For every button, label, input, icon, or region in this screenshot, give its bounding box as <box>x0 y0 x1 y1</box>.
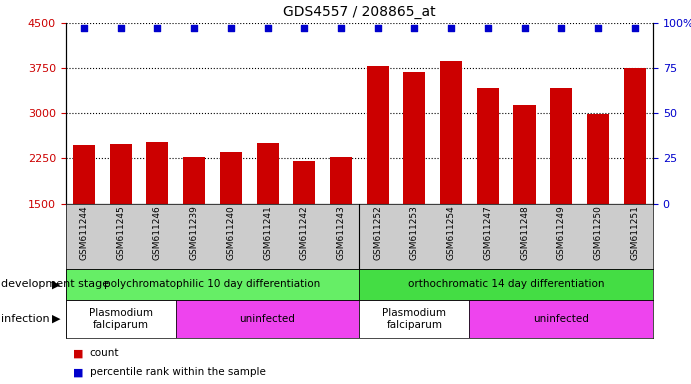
Text: GSM611243: GSM611243 <box>337 205 346 260</box>
Text: percentile rank within the sample: percentile rank within the sample <box>90 367 266 377</box>
Text: GSM611245: GSM611245 <box>116 205 125 260</box>
Bar <box>176 300 359 338</box>
Text: GSM611239: GSM611239 <box>189 205 198 260</box>
Text: uninfected: uninfected <box>240 314 296 324</box>
Bar <box>330 157 352 204</box>
Text: GSM611241: GSM611241 <box>263 205 272 260</box>
Bar <box>359 269 653 300</box>
Text: ■: ■ <box>73 348 83 358</box>
Bar <box>146 142 169 204</box>
Text: polychromatophilic 10 day differentiation: polychromatophilic 10 day differentiatio… <box>104 279 321 289</box>
Point <box>482 25 493 31</box>
Text: Plasmodium
falciparum: Plasmodium falciparum <box>88 308 153 329</box>
Bar <box>220 152 242 204</box>
Title: GDS4557 / 208865_at: GDS4557 / 208865_at <box>283 5 435 19</box>
Point <box>519 25 530 31</box>
Text: GSM611244: GSM611244 <box>79 205 88 260</box>
Text: Plasmodium
falciparum: Plasmodium falciparum <box>382 308 446 329</box>
Point <box>79 25 90 31</box>
Point <box>152 25 163 31</box>
Bar <box>440 61 462 204</box>
Text: GSM611247: GSM611247 <box>483 205 492 260</box>
Bar <box>623 68 645 204</box>
Bar <box>513 106 536 204</box>
Bar <box>73 144 95 204</box>
Text: count: count <box>90 348 120 358</box>
Bar <box>367 66 388 204</box>
Text: ▶: ▶ <box>53 314 61 324</box>
Point <box>225 25 236 31</box>
Bar <box>293 161 315 204</box>
Text: ▶: ▶ <box>53 279 61 289</box>
Text: infection: infection <box>1 314 49 324</box>
Point <box>629 25 640 31</box>
Text: GSM611240: GSM611240 <box>227 205 236 260</box>
Point <box>115 25 126 31</box>
Text: GSM611242: GSM611242 <box>300 205 309 260</box>
Point <box>189 25 200 31</box>
Text: GSM611253: GSM611253 <box>410 205 419 260</box>
Text: development stage: development stage <box>1 279 108 289</box>
Point <box>262 25 273 31</box>
Text: GSM611252: GSM611252 <box>373 205 382 260</box>
Bar <box>587 114 609 204</box>
Point <box>409 25 420 31</box>
Text: GSM611246: GSM611246 <box>153 205 162 260</box>
Bar <box>66 300 176 338</box>
Bar <box>110 144 132 204</box>
Bar <box>477 88 499 204</box>
Bar <box>256 143 278 204</box>
Point <box>372 25 384 31</box>
Bar <box>66 269 359 300</box>
Bar <box>404 72 426 204</box>
Text: uninfected: uninfected <box>533 314 589 324</box>
Bar <box>550 88 572 204</box>
Bar <box>359 300 469 338</box>
Point <box>299 25 310 31</box>
Text: GSM611249: GSM611249 <box>557 205 566 260</box>
Bar <box>183 157 205 204</box>
Text: orthochromatic 14 day differentiation: orthochromatic 14 day differentiation <box>408 279 605 289</box>
Text: GSM611250: GSM611250 <box>594 205 603 260</box>
Point <box>592 25 603 31</box>
Bar <box>469 300 653 338</box>
Text: GSM611248: GSM611248 <box>520 205 529 260</box>
Point <box>335 25 346 31</box>
Point <box>446 25 457 31</box>
Point <box>556 25 567 31</box>
Text: ■: ■ <box>73 367 83 377</box>
Text: GSM611254: GSM611254 <box>446 205 455 260</box>
Text: GSM611251: GSM611251 <box>630 205 639 260</box>
